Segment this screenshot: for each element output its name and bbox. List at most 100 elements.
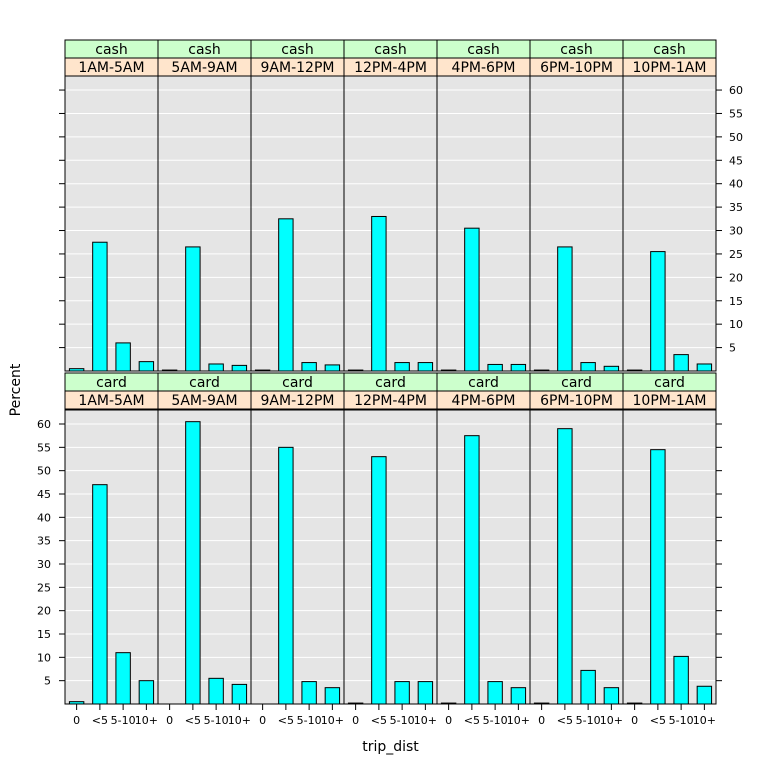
y-tick-label: 50: [729, 131, 743, 144]
strip-payment-label: cash: [188, 42, 220, 58]
x-tick-label: 5-10: [297, 714, 322, 727]
bar: [650, 251, 666, 372]
panel-background: [251, 76, 344, 371]
bar: [115, 652, 131, 705]
y-tick-label: 5: [44, 675, 51, 688]
x-tick-label: 10+: [228, 714, 251, 727]
y-tick-label: 10: [729, 318, 743, 331]
panel-background: [530, 410, 623, 704]
x-tick-label: 10+: [321, 714, 344, 727]
bar: [371, 215, 387, 372]
x-tick-label: 10+: [507, 714, 530, 727]
panel-background: [623, 410, 716, 704]
x-tick-label: 0: [166, 714, 173, 727]
bar: [487, 363, 503, 372]
y-tick-label: 35: [37, 535, 51, 548]
bar: [603, 687, 620, 705]
bar: [324, 364, 341, 372]
x-tick-label: <5: [557, 714, 573, 727]
y-tick-label: 20: [37, 605, 51, 618]
x-tick-label: 0: [352, 714, 359, 727]
panel-background: [437, 76, 530, 371]
y-tick-label: 35: [729, 201, 743, 214]
x-tick-label: 0: [445, 714, 452, 727]
panel-background: [251, 410, 344, 704]
panel-background: [158, 410, 251, 704]
y-tick-label: 10: [37, 651, 51, 664]
x-tick-label: 10+: [693, 714, 716, 727]
bar: [557, 246, 573, 372]
strip-payment-label: card: [189, 375, 220, 391]
bar: [185, 246, 201, 372]
bar: [138, 361, 155, 372]
bar: [301, 362, 317, 372]
strip-time-label: 10PM-1AM: [633, 60, 707, 76]
panel-border: [622, 75, 717, 372]
y-tick-label: 45: [729, 154, 743, 167]
y-tick-label: 45: [37, 488, 51, 501]
bar: [580, 669, 596, 705]
strip-time-label: 5AM-9AM: [171, 393, 237, 409]
bar: [603, 365, 620, 372]
strip-payment-label: cash: [95, 42, 127, 58]
panel-background: [530, 76, 623, 371]
x-axis-title: trip_dist: [362, 739, 419, 755]
strip-time-label: 4PM-6PM: [452, 393, 516, 409]
bar: [92, 241, 108, 372]
y-tick-label: 50: [37, 465, 51, 478]
bar: [650, 449, 666, 705]
panel-background: [344, 410, 437, 704]
x-tick-label: 5-10: [483, 714, 508, 727]
y-tick-label: 40: [37, 511, 51, 524]
panel-background: [65, 76, 158, 371]
bar: [673, 655, 689, 705]
panel-background: [623, 76, 716, 371]
x-tick-label: 5-10: [390, 714, 415, 727]
x-tick-label: 10+: [600, 714, 623, 727]
strip-time-label: 6PM-10PM: [540, 60, 613, 76]
bar: [580, 362, 596, 372]
panel-background: [344, 76, 437, 371]
x-tick-label: 5-10: [669, 714, 694, 727]
bar: [278, 446, 294, 705]
strip-time-label: 9AM-12PM: [261, 393, 335, 409]
panel-border: [622, 409, 717, 705]
strip-time-label: 6PM-10PM: [540, 393, 613, 409]
x-tick-label: 0: [631, 714, 638, 727]
strip-time-label: 9AM-12PM: [261, 60, 335, 76]
strip-time-label: 10PM-1AM: [633, 393, 707, 409]
x-tick-label: 5-10: [576, 714, 601, 727]
x-tick-label: <5: [650, 714, 666, 727]
bar: [324, 687, 341, 705]
x-tick-label: 5-10: [204, 714, 229, 727]
bar: [487, 681, 503, 705]
strip-payment-label: card: [282, 375, 313, 391]
y-tick-label: 55: [729, 107, 743, 120]
x-tick-label: <5: [278, 714, 294, 727]
strip-payment-label: card: [561, 375, 592, 391]
bar: [394, 681, 410, 705]
bar: [510, 687, 527, 705]
x-tick-label: <5: [464, 714, 480, 727]
x-tick-label: <5: [371, 714, 387, 727]
bar: [464, 227, 480, 372]
bar: [673, 354, 689, 372]
bar: [394, 362, 410, 372]
bar: [371, 456, 387, 705]
strip-payment-label: card: [654, 375, 685, 391]
strip-payment-label: card: [468, 375, 499, 391]
bar: [301, 681, 317, 705]
x-tick-label: <5: [185, 714, 201, 727]
x-tick-label: 0: [73, 714, 80, 727]
strip-time-label: 1AM-5AM: [78, 60, 144, 76]
strip-payment-label: cash: [374, 42, 406, 58]
y-axis-title: Percent: [8, 363, 24, 416]
strip-time-label: 5AM-9AM: [171, 60, 237, 76]
bar: [138, 680, 155, 705]
panel-background: [65, 410, 158, 704]
strip-time-label: 12PM-4PM: [354, 60, 427, 76]
strip-payment-label: card: [375, 375, 406, 391]
bar: [417, 362, 434, 372]
